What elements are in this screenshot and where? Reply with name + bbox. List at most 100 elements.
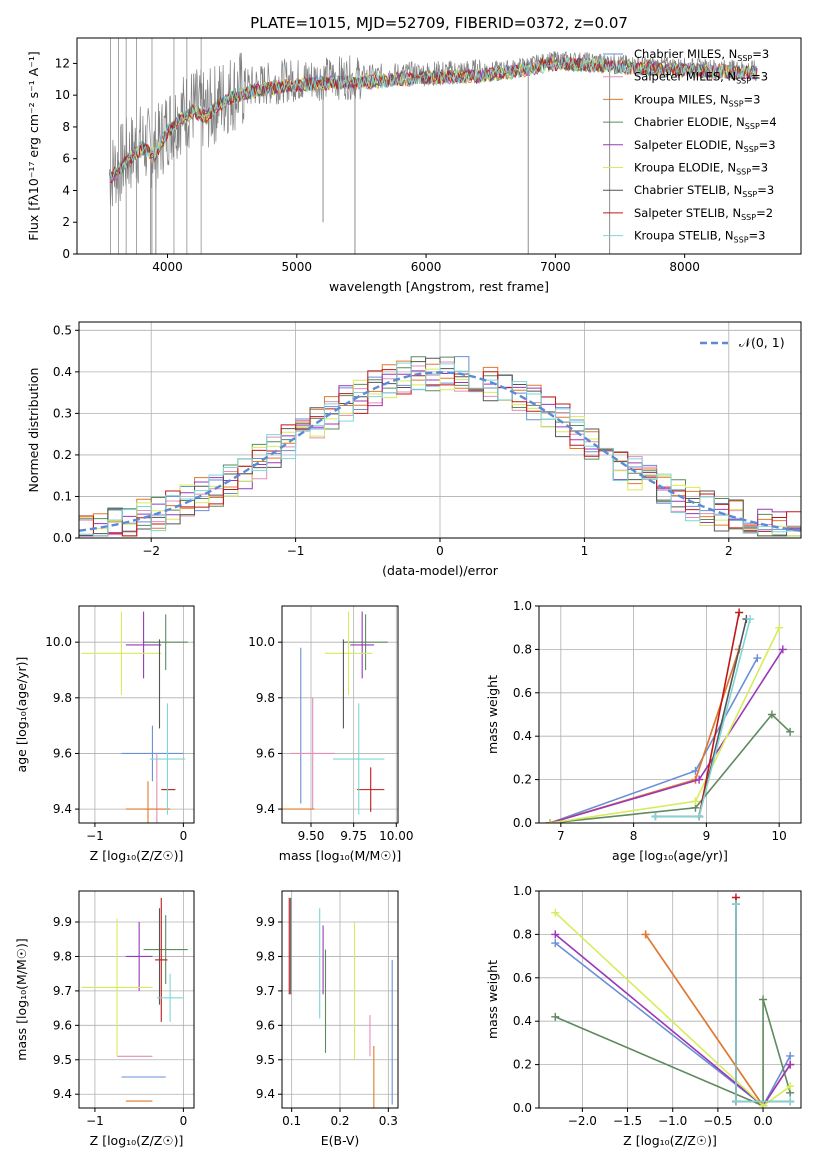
mass-vs-ebv-plot: 0.1 0.2 0.3 9.4 9.5 9.6 9.7 9.8 9.9 E(B-V) xyxy=(256,890,399,1148)
x-tick-label: 0.3 xyxy=(379,1114,398,1128)
x-axis-label: age [log₁₀(age/yr)] xyxy=(612,848,728,863)
massweight-vs-age-marks xyxy=(545,608,795,823)
legend-text: Kroupa ELODIE, N xyxy=(634,161,736,175)
x-tick-label: 7000 xyxy=(540,260,571,274)
mass-vs-ebv-marks xyxy=(288,897,393,1108)
weight-marker-kroupa_stelib xyxy=(731,900,740,909)
weight-marker-chabrier_elodie xyxy=(759,995,768,1004)
x-tick-label: 1 xyxy=(581,544,589,558)
legend-post: =3 xyxy=(751,70,768,84)
y-tick-label: 0.6 xyxy=(513,971,532,985)
errorbar-kroupa_elodie xyxy=(324,611,373,696)
x-tick-label: 0.0 xyxy=(754,1114,773,1128)
errorbar-salpeter_elodie xyxy=(350,611,375,679)
weight-line-salpeter_stelib xyxy=(698,612,740,817)
y-tick-label: 0.0 xyxy=(513,816,532,830)
legend-post: =3 xyxy=(749,229,766,243)
legend-sub: SSP xyxy=(729,99,744,108)
axes-frame xyxy=(538,605,802,824)
y-tick-label: 0.4 xyxy=(53,365,72,379)
legend-sub: SSP xyxy=(736,77,751,86)
legend-text: Salpeter ELODIE, N xyxy=(634,138,744,152)
errorbar-kroupa_stelib xyxy=(333,703,385,815)
legend-text: Chabrier MILES, N xyxy=(634,47,737,61)
legend-sub: SSP xyxy=(742,190,757,199)
x-axis-label: E(B-V) xyxy=(321,1133,360,1148)
weight-line-kroupa_elodie xyxy=(549,627,780,823)
weight-marker-kroupa_stelib xyxy=(746,615,755,624)
y-axis-label: mass weight xyxy=(485,960,500,1039)
x-axis-label: Z [log₁₀(Z/Z☉)] xyxy=(90,848,184,863)
axes-frame xyxy=(538,890,802,1109)
normal-curve xyxy=(79,371,801,532)
x-tick-label: 7 xyxy=(557,829,565,843)
x-tick-label: −1.5 xyxy=(613,1114,642,1128)
weight-marker-kroupa_elodie xyxy=(775,623,784,632)
mass-vs-z-marks xyxy=(81,897,188,1102)
legend-entry: Kroupa STELIB, NSSP=3 xyxy=(634,229,765,245)
y-axis-label: mass weight xyxy=(485,675,500,754)
y-tick-label: 9.8 xyxy=(256,691,275,705)
y-tick-label: 1.0 xyxy=(513,884,532,898)
legend-sub: SSP xyxy=(734,236,749,245)
legend-post: =4 xyxy=(760,115,777,129)
legend-post: =2 xyxy=(756,206,773,220)
x-tick-label: 8 xyxy=(630,829,638,843)
legend-post: =3 xyxy=(759,138,776,152)
x-axis-label: wavelength [Angstrom, rest frame] xyxy=(329,279,549,294)
mass-vs-z-plot: −1 0 9.4 9.5 9.6 9.7 9.8 9.9 Z [log₁₀(Z/Z☉)] mass… xyxy=(14,890,195,1148)
x-tick-label: 0.1 xyxy=(282,1114,301,1128)
x-tick-label: 0.2 xyxy=(330,1114,349,1128)
age-vs-z-marks xyxy=(81,611,188,823)
y-tick-label: 12 xyxy=(55,56,70,70)
y-tick-label: 10 xyxy=(55,88,70,102)
residual-histogram-plot: −2 −1 0 1 2 0.0 0.1 0.2 0.3 0.4 0.5 (data-model)/er… xyxy=(26,321,802,578)
y-axis-label: mass [log₁₀(M/M☉)] xyxy=(14,938,29,1060)
y-tick-label: 9.6 xyxy=(256,746,275,760)
y-tick-label: 9.4 xyxy=(256,1087,275,1101)
weight-marker-kroupa_stelib xyxy=(651,812,660,821)
weight-marker-chabrier_miles xyxy=(786,1051,795,1060)
y-tick-label: 9.4 xyxy=(53,802,72,816)
weight-marker-salpeter_elodie xyxy=(778,645,787,654)
y-tick-label: 9.4 xyxy=(53,1087,72,1101)
x-tick-label: −2 xyxy=(142,544,160,558)
weight-marker-salpeter_elodie xyxy=(786,1060,795,1069)
y-tick-label: 9.8 xyxy=(256,949,275,963)
legend-text: Kroupa STELIB, N xyxy=(634,229,734,243)
spectrum-plot: 4000 5000 6000 7000 8000 0 2 4 6 8 10 12 wavelength … xyxy=(26,14,802,294)
massweight-vs-z-plot: −2.0 −1.5 −1.0 −0.5 0.0 0.0 0.2 0.4 0.6 0.8 1.0 Z [… xyxy=(485,884,802,1148)
weight-marker-chabrier_elodie xyxy=(551,1012,560,1021)
legend-entry: Kroupa ELODIE, NSSP=3 xyxy=(634,161,768,177)
x-tick-label: 2 xyxy=(725,544,733,558)
y-tick-label: 0.3 xyxy=(53,406,72,420)
legend-sub: SSP xyxy=(744,145,759,154)
weight-marker-chabrier_elodie xyxy=(786,727,795,736)
spectrum-marks xyxy=(108,38,758,254)
age-vs-mass-marks xyxy=(282,611,388,815)
weight-marker-kroupa_stelib xyxy=(786,1097,795,1106)
errorbar-kroupa_stelib xyxy=(149,703,186,815)
legend-post: =3 xyxy=(751,161,768,175)
x-axis-label: (data-model)/error xyxy=(382,563,499,578)
x-tick-label: −2.0 xyxy=(568,1114,597,1128)
x-tick-label: 8000 xyxy=(669,260,700,274)
x-tick-label: 0 xyxy=(180,829,188,843)
errorbar-salpeter_elodie xyxy=(125,611,162,679)
y-tick-label: 9.9 xyxy=(256,915,275,929)
chart-title: PLATE=1015, MJD=52709, FIBERID=0372, z=0… xyxy=(250,14,628,32)
legend-post: =3 xyxy=(752,47,769,61)
legend-entry: Chabrier ELODIE, NSSP=4 xyxy=(634,115,777,131)
y-tick-label: 0.0 xyxy=(513,1101,532,1115)
axes-frame xyxy=(78,890,195,1109)
weight-marker-kroupa_elodie xyxy=(759,1101,768,1108)
massweight-vs-age-plot: 7 8 9 10 0.0 0.2 0.4 0.6 0.8 1.0 age [log₁₀(age/yr… xyxy=(485,599,802,863)
weight-marker-salpeter_stelib xyxy=(735,608,744,617)
y-axis-label: age [log₁₀(age/yr)] xyxy=(14,657,29,773)
x-tick-label: −1.0 xyxy=(658,1114,687,1128)
x-tick-label: −1 xyxy=(86,1114,104,1128)
y-tick-label: 9.5 xyxy=(256,1053,275,1067)
legend-sub: SSP xyxy=(736,168,751,177)
legend-post: =3 xyxy=(757,183,774,197)
